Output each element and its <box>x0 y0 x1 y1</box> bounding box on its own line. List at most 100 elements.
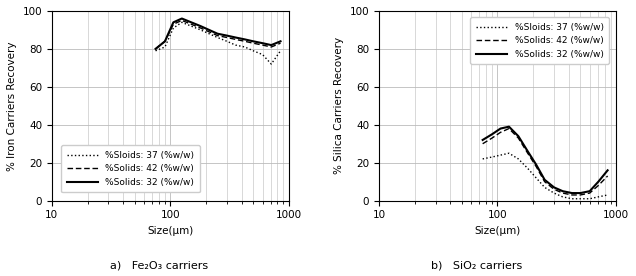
%Solids: 32 (%w/w): (425, 85): 32 (%w/w): (425, 85) <box>241 38 249 41</box>
%Solids: 42 (%w/w): (106, 93): 42 (%w/w): (106, 93) <box>170 23 177 26</box>
%Solids: 42 (%w/w): (500, 3): 42 (%w/w): (500, 3) <box>576 193 584 197</box>
%Solids: 32 (%w/w): (600, 83): 32 (%w/w): (600, 83) <box>259 42 266 45</box>
Y-axis label: % Silica Carriers Recovery: % Silica Carriers Recovery <box>334 37 344 174</box>
%Solids: 42 (%w/w): (180, 91): 42 (%w/w): (180, 91) <box>197 26 204 30</box>
%Sloids: 37 (%w/w): (600, 77): 37 (%w/w): (600, 77) <box>259 53 266 56</box>
%Solids: 32 (%w/w): (90, 35): 32 (%w/w): (90, 35) <box>488 132 496 136</box>
%Sloids: 37 (%w/w): (90, 81): 37 (%w/w): (90, 81) <box>161 45 169 49</box>
%Solids: 32 (%w/w): (300, 7): 32 (%w/w): (300, 7) <box>550 186 558 189</box>
%Solids: 42 (%w/w): (425, 84): 42 (%w/w): (425, 84) <box>241 40 249 43</box>
%Solids: 42 (%w/w): (150, 93): 42 (%w/w): (150, 93) <box>188 23 195 26</box>
%Solids: 32 (%w/w): (355, 86): 32 (%w/w): (355, 86) <box>232 36 239 39</box>
%Solids: 42 (%w/w): (125, 38): 42 (%w/w): (125, 38) <box>505 127 513 130</box>
%Solids: 32 (%w/w): (300, 87): 32 (%w/w): (300, 87) <box>223 34 231 37</box>
%Solids: 32 (%w/w): (710, 82): 32 (%w/w): (710, 82) <box>268 43 275 47</box>
%Solids: 32 (%w/w): (355, 5): 32 (%w/w): (355, 5) <box>559 190 567 193</box>
%Solids: 32 (%w/w): (125, 96): 32 (%w/w): (125, 96) <box>178 17 186 20</box>
%Sloids: 37 (%w/w): (90, 23): 37 (%w/w): (90, 23) <box>488 155 496 159</box>
X-axis label: Size(μm): Size(μm) <box>148 226 193 236</box>
%Solids: 32 (%w/w): (425, 4): 32 (%w/w): (425, 4) <box>568 192 576 195</box>
%Sloids: 37 (%w/w): (425, 81): 37 (%w/w): (425, 81) <box>241 45 249 49</box>
%Sloids: 37 (%w/w): (600, 1): 37 (%w/w): (600, 1) <box>586 197 593 200</box>
%Solids: 42 (%w/w): (300, 86): 42 (%w/w): (300, 86) <box>223 36 231 39</box>
%Solids: 42 (%w/w): (250, 87): 42 (%w/w): (250, 87) <box>214 34 221 37</box>
%Sloids: 37 (%w/w): (180, 90): 37 (%w/w): (180, 90) <box>197 28 204 31</box>
%Solids: 32 (%w/w): (250, 88): 32 (%w/w): (250, 88) <box>214 32 221 35</box>
%Solids: 32 (%w/w): (710, 10): 32 (%w/w): (710, 10) <box>595 180 602 183</box>
%Solids: 42 (%w/w): (710, 81): 42 (%w/w): (710, 81) <box>268 45 275 49</box>
%Solids: 42 (%w/w): (850, 13): 42 (%w/w): (850, 13) <box>604 174 611 178</box>
Line: %Sloids: 37 (%w/w): %Sloids: 37 (%w/w) <box>156 22 280 64</box>
%Sloids: 37 (%w/w): (75, 79): 37 (%w/w): (75, 79) <box>152 49 160 52</box>
Legend: %Sloids: 37 (%w/w), %Solids: 42 (%w/w), %Solids: 32 (%w/w): %Sloids: 37 (%w/w), %Solids: 42 (%w/w), … <box>471 17 609 64</box>
%Sloids: 37 (%w/w): (355, 2): 37 (%w/w): (355, 2) <box>559 195 567 198</box>
%Solids: 42 (%w/w): (500, 83): 42 (%w/w): (500, 83) <box>249 42 257 45</box>
%Solids: 32 (%w/w): (180, 92): 32 (%w/w): (180, 92) <box>197 25 204 28</box>
Line: %Solids: 42 (%w/w): %Solids: 42 (%w/w) <box>156 20 280 49</box>
%Sloids: 37 (%w/w): (500, 79): 37 (%w/w): (500, 79) <box>249 49 257 52</box>
%Solids: 32 (%w/w): (75, 32): 32 (%w/w): (75, 32) <box>479 138 487 142</box>
%Sloids: 37 (%w/w): (106, 24): 37 (%w/w): (106, 24) <box>497 153 504 157</box>
%Sloids: 37 (%w/w): (425, 1): 37 (%w/w): (425, 1) <box>568 197 576 200</box>
%Solids: 42 (%w/w): (600, 82): 42 (%w/w): (600, 82) <box>259 43 266 47</box>
%Solids: 42 (%w/w): (180, 25): 42 (%w/w): (180, 25) <box>524 152 532 155</box>
%Sloids: 37 (%w/w): (125, 25): 37 (%w/w): (125, 25) <box>505 152 513 155</box>
%Solids: 32 (%w/w): (212, 19): 32 (%w/w): (212, 19) <box>532 163 540 166</box>
%Sloids: 37 (%w/w): (850, 3): 37 (%w/w): (850, 3) <box>604 193 611 197</box>
%Solids: 32 (%w/w): (106, 38): 32 (%w/w): (106, 38) <box>497 127 504 130</box>
%Solids: 42 (%w/w): (106, 36): 42 (%w/w): (106, 36) <box>497 131 504 134</box>
%Sloids: 37 (%w/w): (212, 88): 37 (%w/w): (212, 88) <box>205 32 213 35</box>
%Solids: 32 (%w/w): (75, 80): 32 (%w/w): (75, 80) <box>152 47 160 51</box>
%Solids: 32 (%w/w): (180, 26): 32 (%w/w): (180, 26) <box>524 150 532 153</box>
%Sloids: 37 (%w/w): (250, 7): 37 (%w/w): (250, 7) <box>541 186 548 189</box>
%Sloids: 37 (%w/w): (710, 72): 37 (%w/w): (710, 72) <box>268 62 275 66</box>
X-axis label: Size(μm): Size(μm) <box>474 226 521 236</box>
%Solids: 42 (%w/w): (425, 3): 42 (%w/w): (425, 3) <box>568 193 576 197</box>
Line: %Sloids: 37 (%w/w): %Sloids: 37 (%w/w) <box>483 153 607 199</box>
%Sloids: 37 (%w/w): (75, 22): 37 (%w/w): (75, 22) <box>479 157 487 161</box>
%Solids: 42 (%w/w): (850, 83): 42 (%w/w): (850, 83) <box>277 42 284 45</box>
%Sloids: 37 (%w/w): (500, 1): 37 (%w/w): (500, 1) <box>576 197 584 200</box>
%Sloids: 37 (%w/w): (300, 4): 37 (%w/w): (300, 4) <box>550 192 558 195</box>
%Sloids: 37 (%w/w): (150, 22): 37 (%w/w): (150, 22) <box>515 157 522 161</box>
Y-axis label: % Iron Carriers Recovery: % Iron Carriers Recovery <box>7 41 17 171</box>
%Solids: 42 (%w/w): (710, 8): 42 (%w/w): (710, 8) <box>595 184 602 187</box>
%Sloids: 37 (%w/w): (850, 79): 37 (%w/w): (850, 79) <box>277 49 284 52</box>
%Solids: 32 (%w/w): (600, 5): 32 (%w/w): (600, 5) <box>586 190 593 193</box>
%Sloids: 37 (%w/w): (250, 86): 37 (%w/w): (250, 86) <box>214 36 221 39</box>
%Solids: 42 (%w/w): (600, 4): 42 (%w/w): (600, 4) <box>586 192 593 195</box>
%Solids: 42 (%w/w): (355, 85): 42 (%w/w): (355, 85) <box>232 38 239 41</box>
%Solids: 32 (%w/w): (150, 94): 32 (%w/w): (150, 94) <box>188 21 195 24</box>
%Solids: 32 (%w/w): (500, 84): 32 (%w/w): (500, 84) <box>249 40 257 43</box>
Text: a)   Fe₂O₃ carriers: a) Fe₂O₃ carriers <box>110 261 208 270</box>
Legend: %Sloids: 37 (%w/w), %Solids: 42 (%w/w), %Solids: 32 (%w/w): %Sloids: 37 (%w/w), %Solids: 42 (%w/w), … <box>61 145 200 192</box>
%Solids: 32 (%w/w): (850, 84): 32 (%w/w): (850, 84) <box>277 40 284 43</box>
%Solids: 32 (%w/w): (250, 11): 32 (%w/w): (250, 11) <box>541 178 548 181</box>
%Solids: 42 (%w/w): (250, 10): 42 (%w/w): (250, 10) <box>541 180 548 183</box>
Line: %Solids: 32 (%w/w): %Solids: 32 (%w/w) <box>156 18 280 49</box>
%Solids: 32 (%w/w): (125, 39): 32 (%w/w): (125, 39) <box>505 125 513 128</box>
%Solids: 42 (%w/w): (125, 95): 42 (%w/w): (125, 95) <box>178 19 186 22</box>
Line: %Solids: 32 (%w/w): %Solids: 32 (%w/w) <box>483 127 607 193</box>
%Solids: 32 (%w/w): (212, 90): 32 (%w/w): (212, 90) <box>205 28 213 31</box>
%Solids: 42 (%w/w): (300, 6): 42 (%w/w): (300, 6) <box>550 188 558 191</box>
%Solids: 32 (%w/w): (500, 4): 32 (%w/w): (500, 4) <box>576 192 584 195</box>
%Sloids: 37 (%w/w): (180, 17): 37 (%w/w): (180, 17) <box>524 167 532 170</box>
%Solids: 42 (%w/w): (150, 33): 42 (%w/w): (150, 33) <box>515 136 522 140</box>
%Solids: 42 (%w/w): (212, 89): 42 (%w/w): (212, 89) <box>205 30 213 33</box>
%Solids: 42 (%w/w): (90, 33): 42 (%w/w): (90, 33) <box>488 136 496 140</box>
%Solids: 32 (%w/w): (850, 16): 32 (%w/w): (850, 16) <box>604 169 611 172</box>
Line: %Solids: 42 (%w/w): %Solids: 42 (%w/w) <box>483 129 607 195</box>
%Sloids: 37 (%w/w): (125, 94): 37 (%w/w): (125, 94) <box>178 21 186 24</box>
Text: b)   SiO₂ carriers: b) SiO₂ carriers <box>431 261 523 270</box>
%Sloids: 37 (%w/w): (300, 84): 37 (%w/w): (300, 84) <box>223 40 231 43</box>
%Sloids: 37 (%w/w): (106, 91): 37 (%w/w): (106, 91) <box>170 26 177 30</box>
%Sloids: 37 (%w/w): (355, 82): 37 (%w/w): (355, 82) <box>232 43 239 47</box>
%Solids: 42 (%w/w): (75, 30): 42 (%w/w): (75, 30) <box>479 142 487 145</box>
%Sloids: 37 (%w/w): (710, 2): 37 (%w/w): (710, 2) <box>595 195 602 198</box>
%Solids: 32 (%w/w): (106, 94): 32 (%w/w): (106, 94) <box>170 21 177 24</box>
%Sloids: 37 (%w/w): (150, 92): 37 (%w/w): (150, 92) <box>188 25 195 28</box>
%Solids: 32 (%w/w): (90, 84): 32 (%w/w): (90, 84) <box>161 40 169 43</box>
%Sloids: 37 (%w/w): (212, 12): 37 (%w/w): (212, 12) <box>532 176 540 180</box>
%Solids: 32 (%w/w): (150, 34): 32 (%w/w): (150, 34) <box>515 134 522 138</box>
